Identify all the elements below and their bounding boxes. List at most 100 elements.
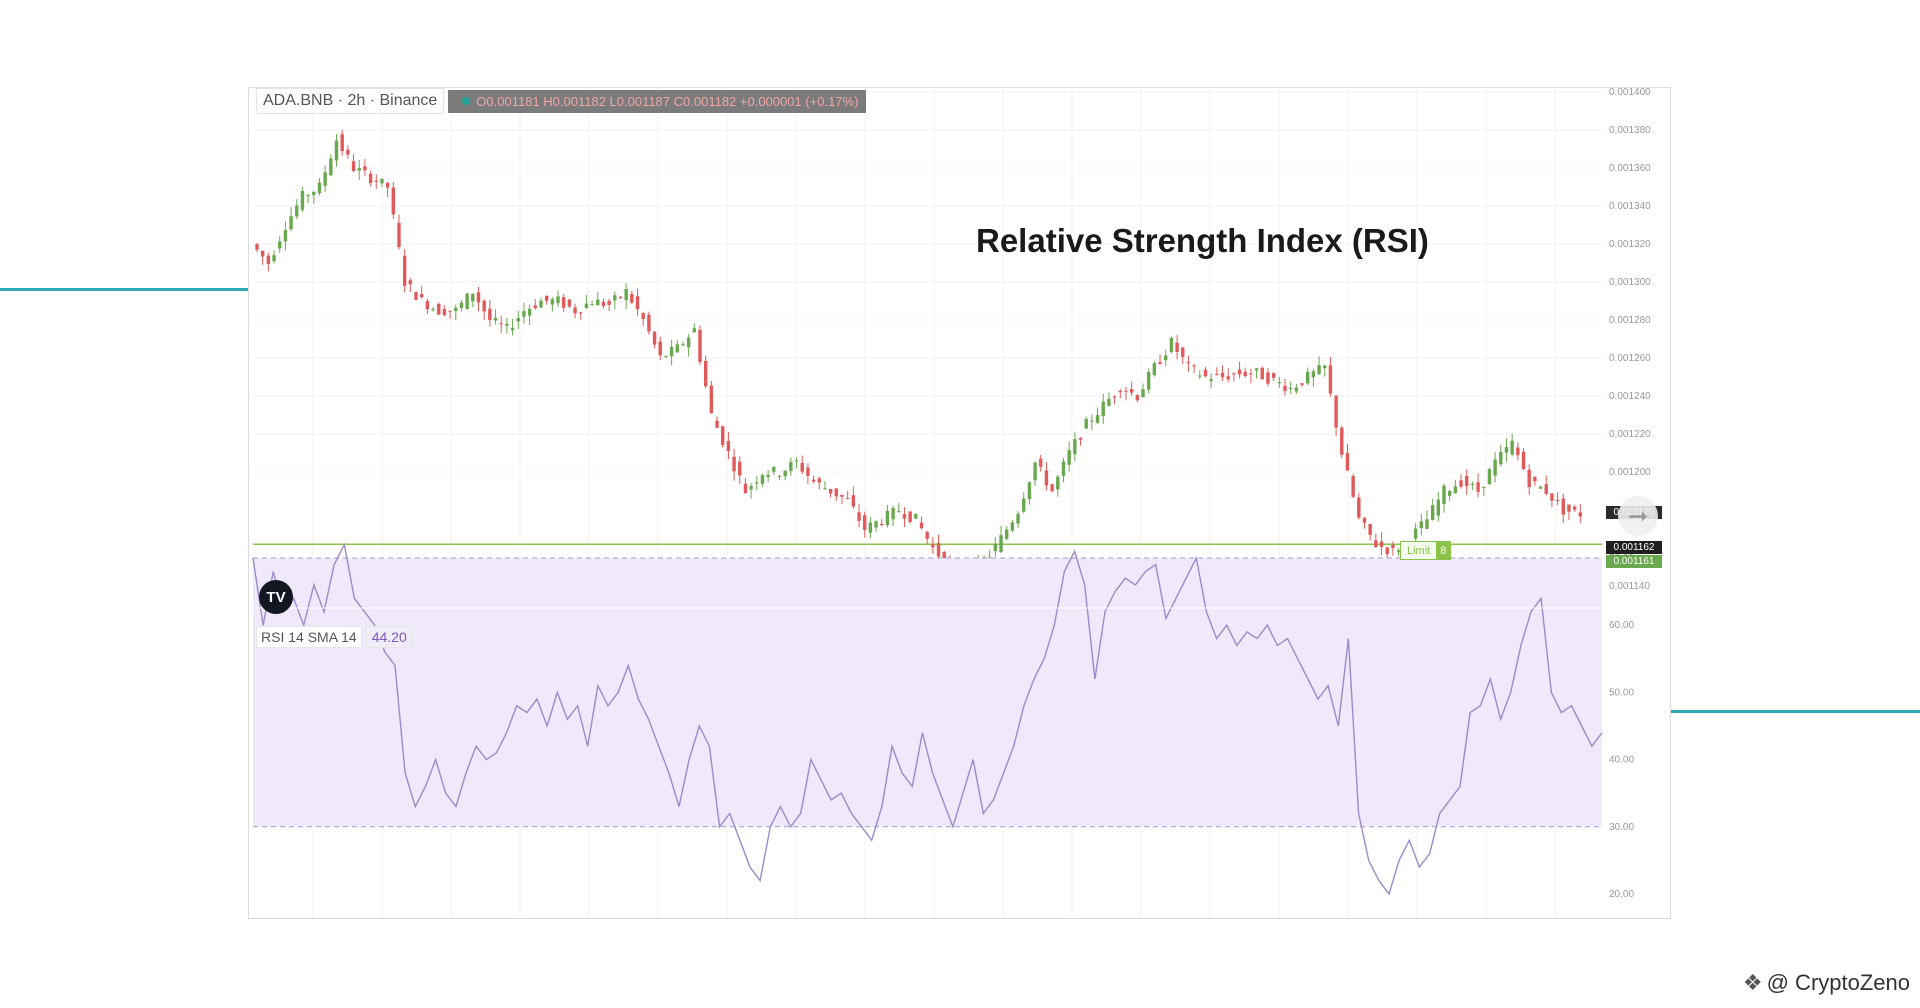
candle-body xyxy=(863,515,867,530)
candle-body xyxy=(760,474,765,484)
price-tick-label: 0.001220 xyxy=(1609,429,1651,440)
candle-body xyxy=(522,311,526,317)
candle-body xyxy=(925,531,929,539)
candle-body xyxy=(1533,476,1537,482)
candle-body xyxy=(1572,506,1577,510)
limit-order-label: Limit xyxy=(1401,542,1437,559)
candle-body xyxy=(414,292,418,300)
candle-body xyxy=(1413,528,1418,539)
candle-body xyxy=(1487,469,1492,485)
price-tick-label: 0.001260 xyxy=(1609,353,1651,364)
watermark: ❖ @ CryptoZeno xyxy=(1743,970,1910,996)
candle-body xyxy=(408,280,413,285)
candle-body xyxy=(1095,415,1100,423)
rsi-tick-label: 30.00 xyxy=(1609,822,1634,833)
candle-body xyxy=(1181,347,1185,358)
price-tick-label: 0.001140 xyxy=(1609,581,1650,592)
candle-body xyxy=(1504,447,1509,453)
candle-body xyxy=(1078,438,1083,440)
candle-body xyxy=(533,305,537,309)
candle-body xyxy=(800,462,804,472)
candle-body xyxy=(295,205,299,217)
candle-body xyxy=(766,474,770,478)
candle-body xyxy=(493,317,498,321)
rsi-line xyxy=(252,542,1603,896)
candle-body xyxy=(1277,381,1282,384)
candle-body xyxy=(817,478,821,483)
candle-body xyxy=(1152,363,1157,376)
rsi-legend-value: 44.20 xyxy=(365,626,413,648)
candle-body xyxy=(1237,369,1242,375)
candle-body xyxy=(1453,486,1458,494)
candle-body xyxy=(811,479,816,482)
symbol-label[interactable]: ADA.BNB · 2h · Binance xyxy=(256,88,445,114)
price-tick-label: 0.001400 xyxy=(1609,88,1651,98)
candle-body xyxy=(840,494,844,497)
left-accent-line xyxy=(0,288,248,291)
candle-body xyxy=(675,344,679,353)
watermark-text: @ CryptoZeno xyxy=(1766,970,1910,995)
candle-body xyxy=(278,241,282,249)
candle-body xyxy=(385,182,390,188)
symbol-legend: ADA.BNB · 2h · Binance O0.001181 H0.0011… xyxy=(256,88,867,114)
candle-body xyxy=(1567,504,1571,512)
candle-body xyxy=(306,195,310,197)
candle-body xyxy=(459,302,464,309)
candle-body xyxy=(1521,451,1526,470)
candle-body xyxy=(891,508,895,520)
candle-body xyxy=(1442,485,1446,505)
scroll-right-arrow-icon[interactable]: ➞ xyxy=(1618,496,1658,536)
tradingview-logo-icon[interactable]: TV xyxy=(259,580,293,614)
candle-body xyxy=(806,467,810,476)
candle-body xyxy=(346,149,350,155)
candle-body xyxy=(1482,486,1486,488)
candle-body xyxy=(471,293,475,302)
candle-body xyxy=(527,308,532,316)
candle-body xyxy=(721,426,725,445)
candle-body xyxy=(567,299,572,307)
candle-body xyxy=(738,461,742,476)
limit-order-tag[interactable]: Limit 8 xyxy=(1400,541,1452,560)
candle-body xyxy=(1476,482,1480,492)
candle-body xyxy=(999,535,1003,552)
candle-body xyxy=(1294,387,1299,392)
candle-body xyxy=(1447,491,1452,496)
candle-body xyxy=(1430,505,1435,520)
candle-body xyxy=(397,222,401,247)
candle-body xyxy=(1050,484,1054,492)
candle-body xyxy=(391,187,396,215)
candle-body xyxy=(1044,470,1049,486)
rsi-legend: RSI 14 SMA 14 44.20 xyxy=(256,626,413,648)
candle-body xyxy=(1112,396,1117,398)
candle-body xyxy=(590,304,594,306)
candle-body xyxy=(1226,376,1230,380)
candle-body xyxy=(936,542,941,557)
candle-body xyxy=(1101,401,1105,417)
candle-body xyxy=(1351,476,1355,497)
candle-body xyxy=(374,180,378,182)
candle-body xyxy=(652,332,657,345)
chart-frame[interactable]: 0.001400 0.001380 0.001360 0.001340 0.001320… xyxy=(248,87,1671,919)
candle-body xyxy=(1141,389,1145,398)
candle-body xyxy=(1118,390,1122,393)
candle-body xyxy=(1203,369,1208,377)
candle-body xyxy=(368,173,373,183)
candle-body xyxy=(1022,498,1026,512)
candle-body xyxy=(1368,523,1372,535)
candle-body xyxy=(1436,499,1441,516)
candle-body xyxy=(1465,476,1469,487)
candle-body xyxy=(1561,498,1565,515)
candle-body xyxy=(1215,373,1219,375)
candle-body xyxy=(1379,541,1384,547)
candle-body xyxy=(692,328,697,333)
candle-body xyxy=(596,299,600,306)
chart-svg[interactable]: 0.001400 0.001380 0.001360 0.001340 0.001320… xyxy=(249,88,1670,918)
candle-body xyxy=(885,510,890,526)
candle-body xyxy=(857,512,861,521)
candle-body xyxy=(669,346,674,357)
limit-price-tag: 0.001162 xyxy=(1606,541,1662,554)
candle-body xyxy=(703,360,708,387)
rsi-legend-label[interactable]: RSI 14 SMA 14 xyxy=(256,626,362,648)
candle-body xyxy=(1033,462,1037,481)
candle-body xyxy=(329,158,333,176)
